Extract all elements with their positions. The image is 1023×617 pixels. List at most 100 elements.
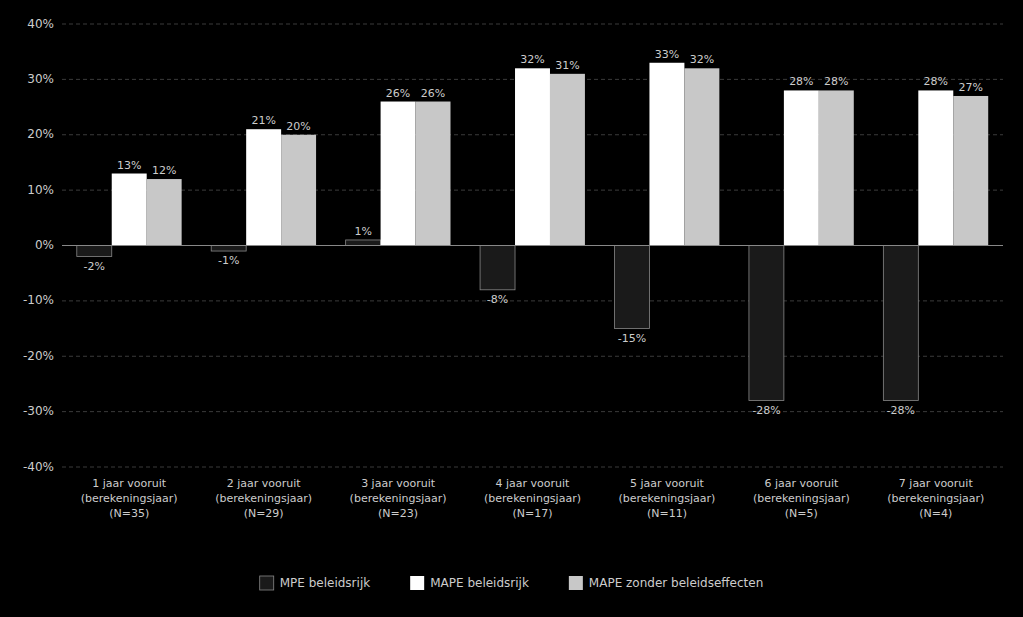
- grid-line: [62, 300, 1003, 301]
- y-tick-label: 0%: [35, 238, 54, 252]
- x-tick-label-line: 6 jaar vooruit: [764, 477, 839, 490]
- x-tick-label-line: 2 jaar vooruit: [227, 477, 302, 490]
- bar: [480, 246, 515, 290]
- bar: [211, 246, 246, 252]
- x-tick-label-line: 7 jaar vooruit: [899, 477, 974, 490]
- data-label: -28%: [752, 404, 780, 417]
- bar: [649, 63, 684, 246]
- bar: [112, 174, 147, 246]
- data-label: 20%: [286, 120, 310, 133]
- x-tick-label: 5 jaar vooruit (berekeningsjaar) (N=11): [618, 477, 715, 520]
- bar: [953, 96, 988, 246]
- x-tick-label-line: (berekeningsjaar): [484, 492, 581, 505]
- data-labels: -2% -1% 1% -8% -15% -28% -28% 13% 21% 26% 32% 33% 28…: [84, 48, 983, 417]
- data-label: 28%: [924, 75, 948, 88]
- x-tick-label-line: (berekeningsjaar): [887, 492, 984, 505]
- data-label: 26%: [421, 87, 445, 100]
- x-tick-label-line: (berekeningsjaar): [753, 492, 850, 505]
- legend-swatch: [569, 576, 583, 590]
- x-tick-label-line: (berekeningsjaar): [81, 492, 178, 505]
- grid-line: [62, 24, 1003, 25]
- bar: [883, 246, 918, 401]
- x-tick-label: 4 jaar vooruit (berekeningsjaar) (N=17): [484, 477, 581, 520]
- data-label: 28%: [824, 75, 848, 88]
- data-label: 1%: [354, 225, 371, 238]
- legend-item: MAPE zonder beleidseffecten: [569, 576, 763, 591]
- x-tick-label-line: (berekeningsjaar): [215, 492, 312, 505]
- bar: [615, 246, 650, 329]
- x-tick-label: 3 jaar vooruit (berekeningsjaar) (N=23): [350, 477, 447, 520]
- legend-label: MAPE beleidsrijk: [430, 576, 529, 590]
- y-tick-label: -40%: [23, 460, 54, 474]
- x-tick-label: 1 jaar vooruit (berekeningsjaar) (N=35): [81, 477, 178, 520]
- x-tick-label-line: (N=29): [244, 507, 284, 520]
- x-tick-label-line: (N=5): [785, 507, 818, 520]
- data-label: -1%: [218, 254, 239, 267]
- x-tick-label: 7 jaar vooruit (berekeningsjaar) (N=4): [887, 477, 984, 520]
- x-tick-label-line: 5 jaar vooruit: [630, 477, 705, 490]
- x-tick-label-line: (N=11): [647, 507, 687, 520]
- bar: [381, 102, 416, 246]
- data-label: 12%: [152, 164, 176, 177]
- bars: [77, 63, 988, 401]
- data-label: -8%: [487, 293, 508, 306]
- y-tick-label: -10%: [23, 293, 54, 307]
- x-tick-label-line: (N=4): [919, 507, 952, 520]
- x-tick-label-line: 3 jaar vooruit: [361, 477, 436, 490]
- y-tick-label: -20%: [23, 349, 54, 363]
- x-tick-label-line: (N=35): [109, 507, 149, 520]
- x-tick-label-line: 4 jaar vooruit: [496, 477, 571, 490]
- legend: MPE beleidsrijk MAPE beleidsrijk MAPE zond…: [260, 576, 764, 591]
- bar: [416, 102, 451, 246]
- bar: [550, 74, 585, 246]
- bar: [784, 90, 819, 245]
- x-tick-label-line: (N=23): [378, 507, 418, 520]
- bar: [749, 246, 784, 401]
- data-label: 21%: [251, 114, 275, 127]
- x-tick-label-line: 1 jaar vooruit: [92, 477, 167, 490]
- data-label: -28%: [887, 404, 915, 417]
- bar: [684, 68, 719, 245]
- data-label: 13%: [117, 159, 141, 172]
- x-tick-label-line: (N=17): [512, 507, 552, 520]
- background: [0, 0, 1023, 617]
- x-tick-label-line: (berekeningsjaar): [350, 492, 447, 505]
- y-tick-label: 20%: [27, 127, 54, 141]
- bar: [281, 135, 316, 246]
- x-tick-label: 6 jaar vooruit (berekeningsjaar) (N=5): [753, 477, 850, 520]
- bar: [819, 90, 854, 245]
- x-tick-label: 2 jaar vooruit (berekeningsjaar) (N=29): [215, 477, 312, 520]
- x-tick-label-line: (berekeningsjaar): [618, 492, 715, 505]
- bar: [515, 68, 550, 245]
- legend-label: MAPE zonder beleidseffecten: [589, 576, 763, 590]
- zero-line: [62, 245, 1003, 246]
- y-tick-label: 30%: [27, 72, 54, 86]
- data-label: 32%: [690, 53, 714, 66]
- legend-label: MPE beleidsrijk: [280, 576, 371, 590]
- data-label: -15%: [618, 332, 646, 345]
- y-tick-label: 10%: [27, 183, 54, 197]
- y-tick-label: -30%: [23, 404, 54, 418]
- grid-line: [62, 467, 1003, 468]
- bar: [346, 240, 381, 246]
- data-label: -2%: [84, 260, 105, 273]
- legend-swatch: [260, 576, 274, 590]
- grid-line: [62, 356, 1003, 357]
- legend-item: MPE beleidsrijk: [260, 576, 371, 591]
- bar: [147, 179, 182, 245]
- legend-swatch: [410, 576, 424, 590]
- grid: [62, 24, 1003, 467]
- bar: [77, 246, 112, 257]
- grid-line: [62, 411, 1003, 412]
- data-label: 31%: [555, 59, 579, 72]
- data-label: 28%: [789, 75, 813, 88]
- grid-line: [62, 245, 1003, 246]
- data-label: 33%: [655, 48, 679, 61]
- chart: -40% -30% -20% -10% 0% 10% 20% 30% 40% -2% -1% 1% -8…: [0, 0, 1023, 617]
- legend-item: MAPE beleidsrijk: [410, 576, 529, 591]
- y-tick-label: 40%: [27, 17, 54, 31]
- data-label: 27%: [959, 81, 983, 94]
- bar: [918, 90, 953, 245]
- bar: [246, 129, 281, 245]
- data-label: 26%: [386, 87, 410, 100]
